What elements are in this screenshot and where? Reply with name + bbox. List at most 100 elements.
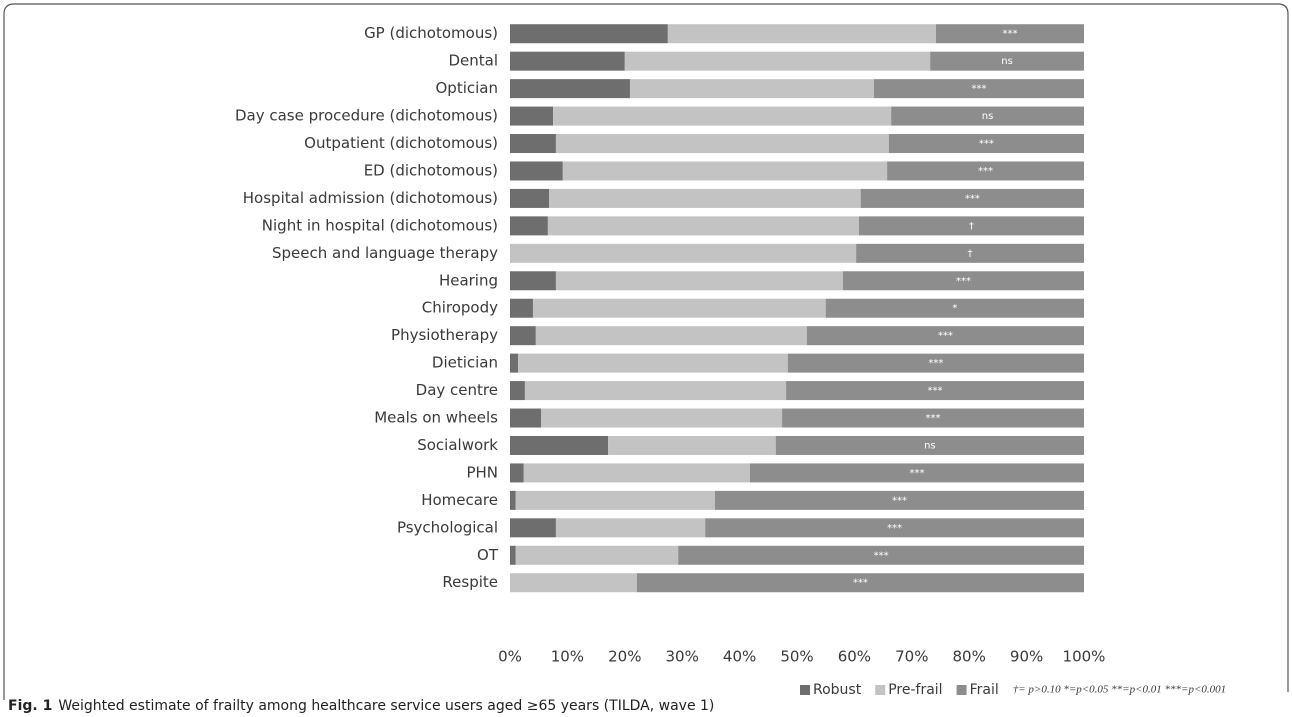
bar-segment — [636, 573, 1084, 593]
bar-segment — [515, 545, 679, 565]
category-label: Day centre — [416, 381, 498, 399]
bar-segment — [510, 106, 554, 126]
bar-segment — [524, 381, 787, 401]
bar-segment — [624, 51, 931, 71]
bar-segment — [888, 134, 1084, 154]
legend-swatch — [956, 685, 967, 695]
significance-label: *** — [938, 331, 953, 342]
x-tick-label: 60% — [838, 648, 871, 666]
bar-segment — [714, 490, 1084, 510]
significance-label: *** — [979, 139, 994, 150]
category-label: Homecare — [421, 491, 498, 509]
significance-label: *** — [965, 193, 980, 204]
category-label: Outpatient (dichotomous) — [304, 134, 498, 152]
legend-swatch — [875, 685, 886, 695]
bar-segment — [510, 134, 556, 154]
bar-segment — [629, 79, 874, 99]
legend-label: Frail — [970, 682, 999, 698]
bar-segment — [749, 463, 1084, 483]
significance-label: *** — [926, 413, 941, 424]
significance-label: * — [952, 303, 957, 314]
bar-segment — [549, 188, 861, 208]
category-label: Speech and language therapy — [272, 244, 498, 262]
category-label: Respite — [442, 573, 498, 591]
category-label: Hearing — [439, 271, 498, 289]
bar-segment — [825, 298, 1084, 318]
bar-segment — [540, 408, 783, 428]
bar-segment — [678, 545, 1084, 565]
bar-segment — [860, 188, 1084, 208]
bar-segment — [887, 161, 1084, 181]
bar-segment — [510, 435, 609, 455]
bar-segment — [555, 134, 889, 154]
category-label: PHN — [466, 463, 498, 481]
bar-segment — [930, 51, 1084, 71]
bar-segment — [842, 271, 1084, 291]
category-label: Dental — [448, 52, 498, 70]
bar-segment — [806, 326, 1084, 346]
bar-segment — [510, 545, 516, 565]
bar-segment — [510, 298, 533, 318]
bar-segment — [510, 518, 556, 538]
category-label: GP (dichotomous) — [364, 24, 498, 42]
bar-segment — [510, 353, 519, 373]
caption: Fig. 1 Weighted estimate of frailty among… — [8, 698, 714, 714]
bar-segment — [510, 188, 550, 208]
significance-label: ns — [1001, 56, 1013, 67]
bar-segment — [935, 24, 1084, 44]
category-label: Hospital admission (dichotomous) — [243, 189, 498, 207]
bar-segment — [782, 408, 1084, 428]
category-label: Meals on wheels — [374, 409, 498, 427]
category-label: OT — [477, 546, 499, 564]
frame — [3, 3, 1289, 700]
bar-segment — [891, 106, 1084, 126]
bar-segment — [532, 298, 826, 318]
bar-segment — [510, 271, 556, 291]
bar-segment — [787, 353, 1084, 373]
bar-segment — [775, 435, 1084, 455]
significance-label: *** — [887, 523, 902, 534]
significance-label: *** — [874, 550, 889, 561]
significance-label: *** — [1002, 29, 1017, 40]
bar-segment — [510, 490, 516, 510]
significance-label: *** — [892, 495, 907, 506]
category-label: Physiotherapy — [391, 326, 498, 344]
bar-segment — [510, 326, 536, 346]
significance-label: † — [968, 248, 973, 259]
x-tick-label: 40% — [723, 648, 756, 666]
legend-label: Robust — [813, 682, 862, 698]
bar-segment — [510, 51, 625, 71]
bar-segment — [553, 106, 892, 126]
bar-segment — [510, 161, 563, 181]
x-tick-label: 50% — [780, 648, 813, 666]
category-label: ED (dichotomous) — [364, 161, 498, 179]
significance-label: *** — [971, 84, 986, 95]
legend-label: Pre-frail — [888, 682, 942, 698]
bar-segment — [535, 326, 807, 346]
bar-segment — [856, 243, 1084, 263]
x-tick-label: 30% — [666, 648, 699, 666]
bar-segment — [510, 463, 524, 483]
category-label: Optician — [436, 79, 499, 97]
bar-segment — [510, 573, 637, 593]
significance-label: ns — [924, 440, 936, 451]
significance-label: ns — [982, 111, 994, 122]
bar-segment — [510, 408, 541, 428]
bar-segment — [608, 435, 776, 455]
bar-segment — [518, 353, 788, 373]
significance-label: *** — [928, 386, 943, 397]
bar-segment — [858, 216, 1084, 236]
bar-segment — [510, 243, 857, 263]
bar-segment — [510, 24, 668, 44]
caption-text: Weighted estimate of frailty among healt… — [58, 698, 714, 714]
category-label: Chiropody — [422, 299, 498, 317]
bar-segment — [515, 490, 715, 510]
category-label: Dietician — [432, 354, 498, 372]
bar-segment — [555, 518, 706, 538]
bar-segment — [667, 24, 936, 44]
significance-label: † — [969, 221, 974, 232]
x-tick-label: 20% — [608, 648, 641, 666]
significance-label: *** — [909, 468, 924, 479]
bar-segment — [547, 216, 859, 236]
